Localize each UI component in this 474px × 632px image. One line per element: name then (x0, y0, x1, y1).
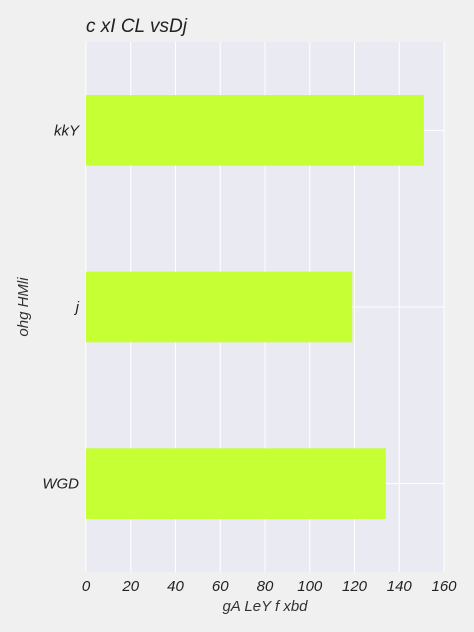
x-tick-label: 60 (212, 578, 229, 595)
x-tick-label: 100 (297, 578, 323, 595)
x-tick-label: 120 (342, 578, 368, 595)
bar (86, 271, 353, 343)
y-tick-labels: kkY j WGD (42, 122, 80, 492)
y-axis-label: ohg HMli (15, 277, 32, 337)
x-tick-label: 20 (121, 578, 139, 595)
x-tick-label: 160 (431, 578, 457, 595)
y-tick-label: kkY (54, 122, 80, 139)
x-axis-label: gA LeY f xbd (222, 598, 308, 615)
chart-title: c xI CL vsDj (86, 16, 188, 37)
bars (86, 95, 424, 519)
x-tick-label: 140 (387, 578, 413, 595)
bar (86, 95, 424, 166)
bar (86, 448, 386, 519)
x-tick-label: 80 (257, 578, 274, 595)
y-tick-label: WGD (42, 476, 79, 493)
x-tick-label: 0 (82, 578, 91, 595)
y-tick-label: j (74, 299, 80, 316)
x-tick-labels: 0 20 40 60 80 100 120 140 160 (82, 578, 457, 595)
x-tick-label: 40 (167, 578, 184, 595)
